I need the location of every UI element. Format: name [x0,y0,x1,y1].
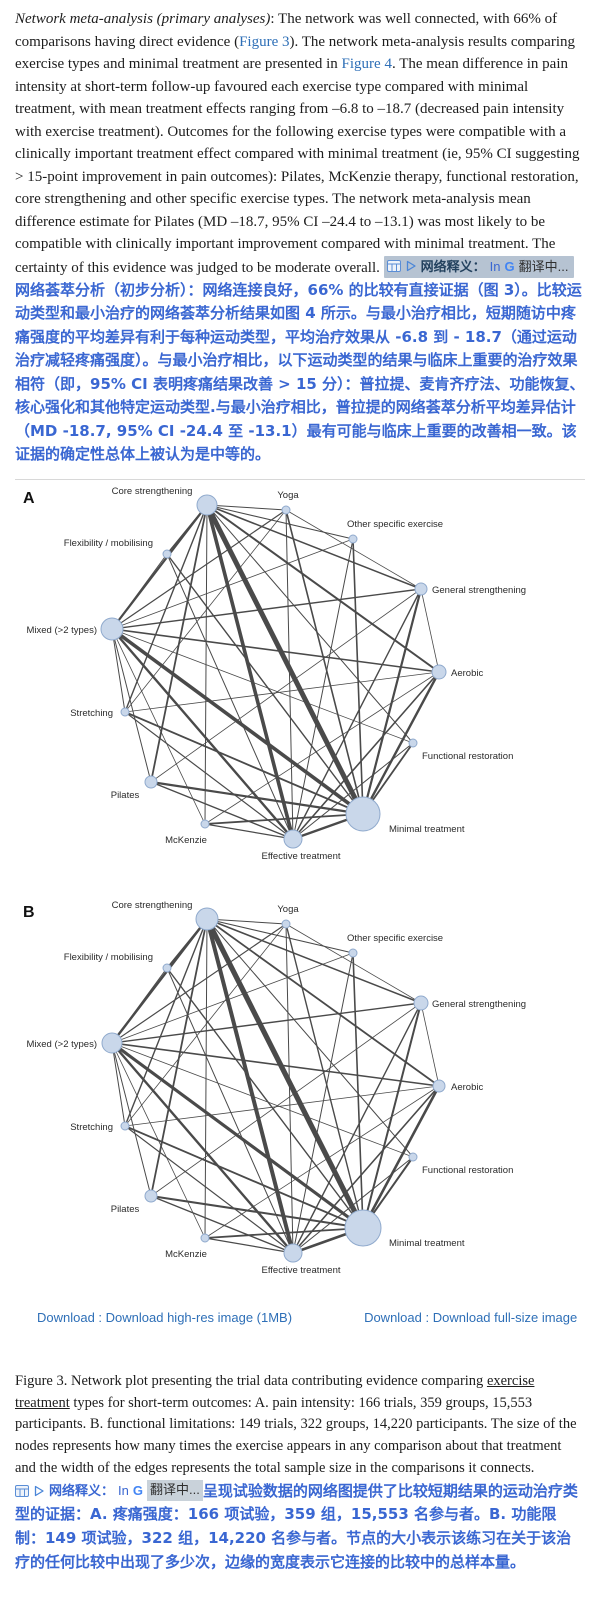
paragraph-text: ). The network meta-analysis results com… [15,33,575,73]
google-g-icon: G [132,1482,143,1498]
caption-underlined-term[interactable]: exercise treatment [15,1372,535,1411]
svg-text:General strengthening: General strengthening [432,585,526,596]
chinese-translation-1: 网络荟萃分析（初步分析）：网络连接良好，66% 的比较有直接证据（图 3）。比较… [15,280,585,464]
web-definition-label: 网络释义： [49,1482,115,1498]
svg-text:Core strengthening: Core strengthening [112,486,193,497]
panel-b-label: B [23,903,35,921]
svg-text:Pilates: Pilates [111,790,140,801]
paragraph-text: . The mean difference in pain intensity … [15,56,580,276]
translating-status: 翻译中... [518,258,569,274]
svg-text:Effective treatment: Effective treatment [261,851,340,862]
svg-text:Yoga: Yoga [277,904,299,915]
panel-a-label: A [23,489,35,507]
paragraph-text: : The network was well connected, with 6… [15,11,558,50]
play-icon[interactable] [405,260,417,272]
svg-text:Effective treatment: Effective treatment [261,1265,340,1276]
svg-text:Functional restoration: Functional restoration [422,751,513,762]
network-panel-b: B Core strengthening Yoga Other specific e… [15,896,585,1296]
selected-word: In [489,258,501,274]
translate-popup-2[interactable]: 网络释义： In G 翻译中... [15,1480,203,1501]
download-links-row: Download : Download high-res image (1MB)… [15,1310,585,1325]
dictionary-grid-icon[interactable] [15,1484,29,1497]
network-plot-pain-intensity: Core strengthening Yoga Other specific exe… [27,486,527,862]
svg-text:Functional restoration: Functional restoration [422,1165,513,1176]
translating-status: 翻译中... [146,1480,203,1501]
figure-4-link[interactable]: Figure 4 [341,56,392,72]
svg-text:Aerobic: Aerobic [451,1082,483,1093]
play-icon[interactable] [33,1485,45,1497]
svg-text:Yoga: Yoga [277,490,299,501]
svg-text:General strengthening: General strengthening [432,999,526,1010]
svg-text:Mixed (>2 types): Mixed (>2 types) [27,625,98,636]
selected-word: In [118,1482,129,1498]
svg-text:Mixed (>2 types): Mixed (>2 types) [27,1039,98,1050]
figure-3-link[interactable]: Figure 3 [239,33,290,50]
network-plot-functional-limitations: Core strengthening Yoga Other specific exe… [27,900,527,1276]
web-definition-label: 网络释义： [420,258,486,274]
download-fullsize-link[interactable]: Download : Download full-size image [364,1309,578,1325]
svg-text:Core strengthening: Core strengthening [112,900,193,911]
dictionary-grid-icon[interactable] [386,260,401,273]
svg-text:McKenzie: McKenzie [165,1249,207,1260]
caption-text: Figure 3. Network plot presenting the tr… [15,1372,487,1389]
figure-caption: Figure 3. Network plot presenting the tr… [15,1371,585,1575]
svg-text:Other specific exercise: Other specific exercise [347,933,443,944]
primary-analyses-paragraph: Network meta-analysis (primary analyses)… [15,8,585,467]
svg-text:Minimal treatment: Minimal treatment [389,824,465,835]
svg-text:Flexibility / mobilising: Flexibility / mobilising [64,538,153,549]
svg-text:Flexibility / mobilising: Flexibility / mobilising [64,952,153,963]
google-g-icon: G [504,258,515,274]
paragraph-lead: Network meta-analysis (primary analyses) [15,11,271,27]
svg-text:Aerobic: Aerobic [451,668,483,679]
download-highres-link[interactable]: Download : Download high-res image (1MB) [37,1309,293,1325]
svg-text:Stretching: Stretching [70,1122,113,1133]
svg-text:Other specific exercise: Other specific exercise [347,519,443,530]
figure-top-divider [15,478,585,480]
translate-popup[interactable]: 网络释义： In G 翻译中... [383,255,575,278]
svg-text:Stretching: Stretching [70,708,113,719]
network-panel-a: A Core strengthening Yoga Other specific e… [15,482,585,882]
svg-text:McKenzie: McKenzie [165,835,207,846]
svg-text:Minimal treatment: Minimal treatment [389,1238,465,1249]
caption-text: types for short-term outcomes: A. pain i… [15,1394,577,1476]
svg-text:Pilates: Pilates [111,1204,140,1215]
chinese-translation-2: 呈现试验数据的网络图提供了比较短期结果的运动治疗类型的证据：A. 疼痛强度：16… [15,1481,578,1571]
